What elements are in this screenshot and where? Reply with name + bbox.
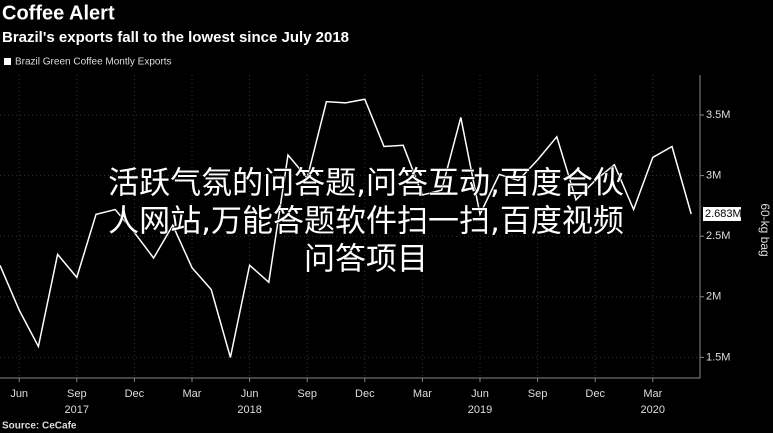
x-tick-label: Dec xyxy=(125,388,145,400)
value-label-box xyxy=(703,207,741,222)
year-label: 2017 xyxy=(65,404,89,416)
y-tick-label: 3.5M xyxy=(706,109,730,121)
x-tick-label: Jun xyxy=(471,388,489,400)
x-tick-label: Mar xyxy=(183,388,202,400)
y-tick-label: 3M xyxy=(706,170,721,182)
overlay-text: 活跃气氛的问答题,问答互动,百度合伙 xyxy=(108,166,624,202)
x-tick-label: Sep xyxy=(528,388,548,400)
year-label: 2019 xyxy=(468,404,492,416)
year-label: 2018 xyxy=(237,404,261,416)
chart-title: Coffee Alert xyxy=(2,2,115,24)
x-tick-label: Sep xyxy=(67,388,87,400)
legend-swatch xyxy=(4,58,11,65)
x-tick-label: Mar xyxy=(643,388,662,400)
y-tick-label: 2.5M xyxy=(706,230,730,242)
year-label: 2020 xyxy=(641,404,665,416)
x-tick-label: Jun xyxy=(241,388,259,400)
legend-label: Brazil Green Coffee Montly Exports xyxy=(15,57,172,68)
y-tick-label: 1.5M xyxy=(706,351,730,363)
line-series xyxy=(0,98,692,358)
chart-subtitle: Brazil's exports fall to the lowest sinc… xyxy=(2,29,349,46)
overlay-text: 问答项目 xyxy=(304,242,428,278)
y-axis-label: 60-kg bag xyxy=(758,203,772,256)
source: Source: CeCafe xyxy=(2,421,77,432)
x-tick-label: Dec xyxy=(355,388,375,400)
y-tick-label: 2M xyxy=(706,291,721,303)
x-tick-label: Dec xyxy=(585,388,605,400)
x-tick-label: Sep xyxy=(297,388,317,400)
overlay-text: 人网站,万能答题软件扫一扫,百度视频 xyxy=(108,204,624,240)
x-tick-label: Jun xyxy=(10,388,28,400)
x-tick-label: Mar xyxy=(413,388,432,400)
value-label: 2.683M xyxy=(705,208,742,220)
